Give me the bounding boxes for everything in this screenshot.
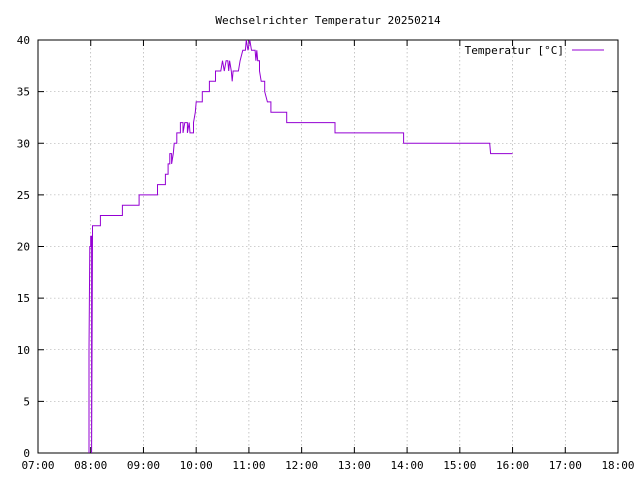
x-tick-label: 15:00 (443, 459, 476, 472)
x-tick-label: 17:00 (549, 459, 582, 472)
y-tick-labels: 0 5 10 15 20 25 30 35 40 (17, 34, 30, 460)
series-layer (88, 39, 513, 454)
chart-title: Wechselrichter Temperatur 20250214 (215, 14, 441, 27)
x-tick-label: 16:00 (496, 459, 529, 472)
x-tick-label: 11:00 (232, 459, 265, 472)
x-tick-label: 07:00 (21, 459, 54, 472)
x-tick-label: 13:00 (338, 459, 371, 472)
x-tick-label: 08:00 (74, 459, 107, 472)
y-tick-label: 40 (17, 34, 30, 47)
x-tick-labels: 07:00 08:00 09:00 10:00 11:00 12:00 13:00 14:00… (21, 459, 634, 472)
y-tick-label: 20 (17, 241, 30, 254)
y-tick-label: 35 (17, 86, 30, 99)
grid (38, 40, 618, 453)
y-tick-label: 30 (17, 137, 30, 150)
x-tick-label: 10:00 (180, 459, 213, 472)
y-tick-label: 15 (17, 292, 30, 305)
x-tick-label: 14:00 (391, 459, 424, 472)
y-tick-label: 25 (17, 189, 30, 202)
x-tick-label: 18:00 (601, 459, 634, 472)
x-tick-label: 09:00 (127, 459, 160, 472)
x-tick-label: 12:00 (285, 459, 318, 472)
legend: Temperatur [°C] (465, 44, 604, 57)
y-tick-label: 0 (23, 447, 30, 460)
y-tick-label: 10 (17, 344, 30, 357)
legend-label: Temperatur [°C] (465, 44, 564, 57)
series-line-0 (88, 39, 513, 454)
y-tick-label: 5 (23, 395, 30, 408)
